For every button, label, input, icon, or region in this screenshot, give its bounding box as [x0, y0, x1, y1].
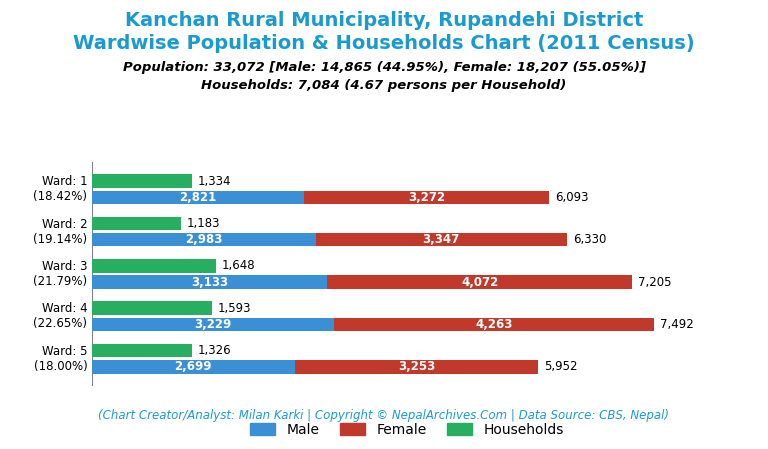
- Bar: [92, 259, 216, 273]
- Bar: [92, 174, 192, 188]
- Bar: [92, 233, 316, 247]
- Text: (Chart Creator/Analyst: Milan Karki | Copyright © NepalArchives.Com | Data Sourc: (Chart Creator/Analyst: Milan Karki | Co…: [98, 409, 670, 422]
- Text: 2,983: 2,983: [185, 233, 223, 246]
- Text: 1,326: 1,326: [197, 344, 231, 357]
- Text: 1,648: 1,648: [222, 259, 255, 272]
- Text: 3,133: 3,133: [191, 276, 228, 289]
- Bar: [294, 360, 538, 374]
- Text: 4,263: 4,263: [475, 318, 513, 331]
- Text: 3,272: 3,272: [408, 191, 445, 204]
- Bar: [92, 317, 334, 331]
- Text: 4,072: 4,072: [461, 276, 498, 289]
- Text: 7,205: 7,205: [638, 276, 672, 289]
- Bar: [303, 190, 549, 204]
- Text: 1,183: 1,183: [187, 217, 220, 230]
- Legend: Male, Female, Households: Male, Female, Households: [245, 417, 569, 442]
- Bar: [334, 317, 654, 331]
- Bar: [92, 343, 191, 357]
- Text: 7,492: 7,492: [660, 318, 694, 331]
- Text: Population: 33,072 [Male: 14,865 (44.95%), Female: 18,207 (55.05%)]: Population: 33,072 [Male: 14,865 (44.95%…: [123, 61, 645, 74]
- Bar: [92, 275, 327, 289]
- Text: 2,821: 2,821: [179, 191, 217, 204]
- Text: 6,330: 6,330: [573, 233, 606, 246]
- Text: 1,334: 1,334: [198, 175, 232, 188]
- Text: Kanchan Rural Municipality, Rupandehi District: Kanchan Rural Municipality, Rupandehi Di…: [125, 11, 643, 30]
- Text: 3,253: 3,253: [398, 360, 435, 373]
- Text: 2,699: 2,699: [174, 360, 212, 373]
- Bar: [92, 360, 294, 374]
- Bar: [327, 275, 632, 289]
- Text: 5,952: 5,952: [545, 360, 578, 373]
- Bar: [316, 233, 567, 247]
- Text: Wardwise Population & Households Chart (2011 Census): Wardwise Population & Households Chart (…: [73, 34, 695, 53]
- Text: 3,347: 3,347: [422, 233, 460, 246]
- Text: 6,093: 6,093: [555, 191, 588, 204]
- Bar: [92, 301, 212, 315]
- Bar: [92, 216, 180, 230]
- Bar: [92, 190, 303, 204]
- Text: Households: 7,084 (4.67 persons per Household): Households: 7,084 (4.67 persons per Hous…: [201, 79, 567, 92]
- Text: 1,593: 1,593: [217, 302, 251, 315]
- Text: 3,229: 3,229: [194, 318, 232, 331]
